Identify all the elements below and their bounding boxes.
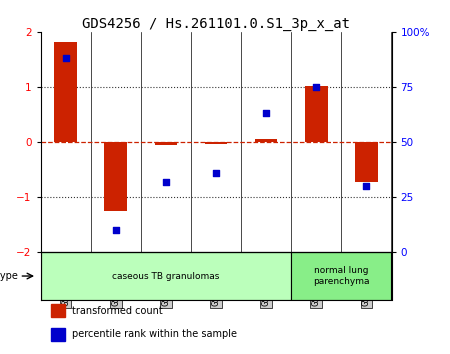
Bar bbox=[54, 42, 77, 142]
Point bbox=[162, 179, 170, 185]
Bar bbox=[355, 142, 378, 182]
Point bbox=[363, 183, 370, 189]
Bar bbox=[155, 142, 177, 145]
Point bbox=[112, 228, 119, 233]
Text: cell type: cell type bbox=[0, 271, 18, 281]
Point bbox=[313, 84, 320, 90]
Text: transformed count: transformed count bbox=[72, 306, 163, 315]
Bar bbox=[255, 139, 277, 142]
Bar bbox=[51, 304, 65, 317]
Bar bbox=[205, 142, 227, 144]
Point bbox=[62, 56, 69, 61]
Text: percentile rank within the sample: percentile rank within the sample bbox=[72, 329, 237, 339]
Point bbox=[262, 111, 270, 116]
Bar bbox=[305, 86, 328, 142]
Bar bbox=[104, 142, 127, 211]
Text: caseous TB granulomas: caseous TB granulomas bbox=[112, 272, 220, 280]
Bar bbox=[51, 327, 65, 341]
Text: normal lung
parenchyma: normal lung parenchyma bbox=[313, 266, 369, 286]
Point bbox=[212, 170, 220, 176]
Bar bbox=[291, 252, 392, 299]
Bar bbox=[40, 252, 291, 299]
Title: GDS4256 / Hs.261101.0.S1_3p_x_at: GDS4256 / Hs.261101.0.S1_3p_x_at bbox=[82, 17, 350, 31]
